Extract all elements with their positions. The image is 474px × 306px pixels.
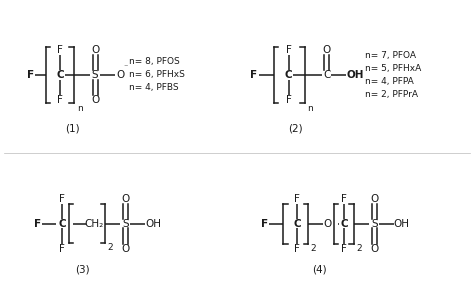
Text: F: F bbox=[57, 95, 63, 105]
Text: F: F bbox=[294, 194, 300, 204]
Text: 2: 2 bbox=[108, 243, 113, 252]
Text: n: n bbox=[308, 104, 313, 113]
Text: (3): (3) bbox=[74, 264, 89, 274]
Text: F: F bbox=[57, 45, 63, 55]
Text: F: F bbox=[34, 219, 41, 229]
Text: (2): (2) bbox=[288, 124, 303, 134]
Text: F: F bbox=[250, 70, 257, 80]
Text: F: F bbox=[294, 244, 300, 254]
Text: O: O bbox=[323, 45, 331, 55]
Text: F: F bbox=[286, 95, 292, 105]
Text: n= 6, PFHxS: n= 6, PFHxS bbox=[129, 70, 185, 79]
Text: S: S bbox=[92, 70, 99, 80]
Text: n= 2, PFPrA: n= 2, PFPrA bbox=[365, 91, 418, 99]
Text: n= 8, PFOS: n= 8, PFOS bbox=[129, 57, 180, 65]
Text: S: S bbox=[371, 219, 377, 229]
Text: OH: OH bbox=[145, 219, 161, 229]
Text: C: C bbox=[285, 70, 292, 80]
Text: F: F bbox=[286, 45, 292, 55]
Text: O: O bbox=[91, 45, 99, 55]
Text: (4): (4) bbox=[312, 265, 327, 275]
Text: O: O bbox=[121, 194, 130, 204]
Text: (1): (1) bbox=[65, 124, 80, 134]
Text: CH₂: CH₂ bbox=[84, 219, 103, 229]
Text: C: C bbox=[58, 219, 66, 229]
Text: O: O bbox=[323, 219, 331, 229]
Text: O: O bbox=[370, 244, 378, 254]
Text: F: F bbox=[261, 219, 268, 229]
Text: 2: 2 bbox=[356, 244, 362, 253]
Text: n= 5, PFHxA: n= 5, PFHxA bbox=[365, 64, 421, 73]
Text: F: F bbox=[59, 194, 65, 204]
Text: n= 7, PFOA: n= 7, PFOA bbox=[365, 51, 416, 60]
Text: O: O bbox=[91, 95, 99, 105]
Text: F: F bbox=[341, 244, 347, 254]
Text: S: S bbox=[122, 219, 129, 229]
Text: F: F bbox=[341, 194, 347, 204]
Text: OH: OH bbox=[393, 219, 410, 229]
Text: C: C bbox=[323, 70, 330, 80]
Text: ⁻: ⁻ bbox=[124, 63, 128, 72]
Text: n: n bbox=[77, 104, 82, 113]
Text: C: C bbox=[56, 70, 64, 80]
Text: C: C bbox=[293, 219, 301, 229]
Text: C: C bbox=[340, 219, 348, 229]
Text: O: O bbox=[370, 194, 378, 204]
Text: 2: 2 bbox=[311, 244, 317, 253]
Text: O: O bbox=[121, 244, 130, 254]
Text: F: F bbox=[27, 70, 34, 80]
Text: O: O bbox=[116, 70, 125, 80]
Text: n= 4, PFBS: n= 4, PFBS bbox=[129, 84, 179, 92]
Text: OH: OH bbox=[346, 70, 364, 80]
Text: F: F bbox=[59, 244, 65, 254]
Text: n= 4, PFPA: n= 4, PFPA bbox=[365, 77, 414, 86]
